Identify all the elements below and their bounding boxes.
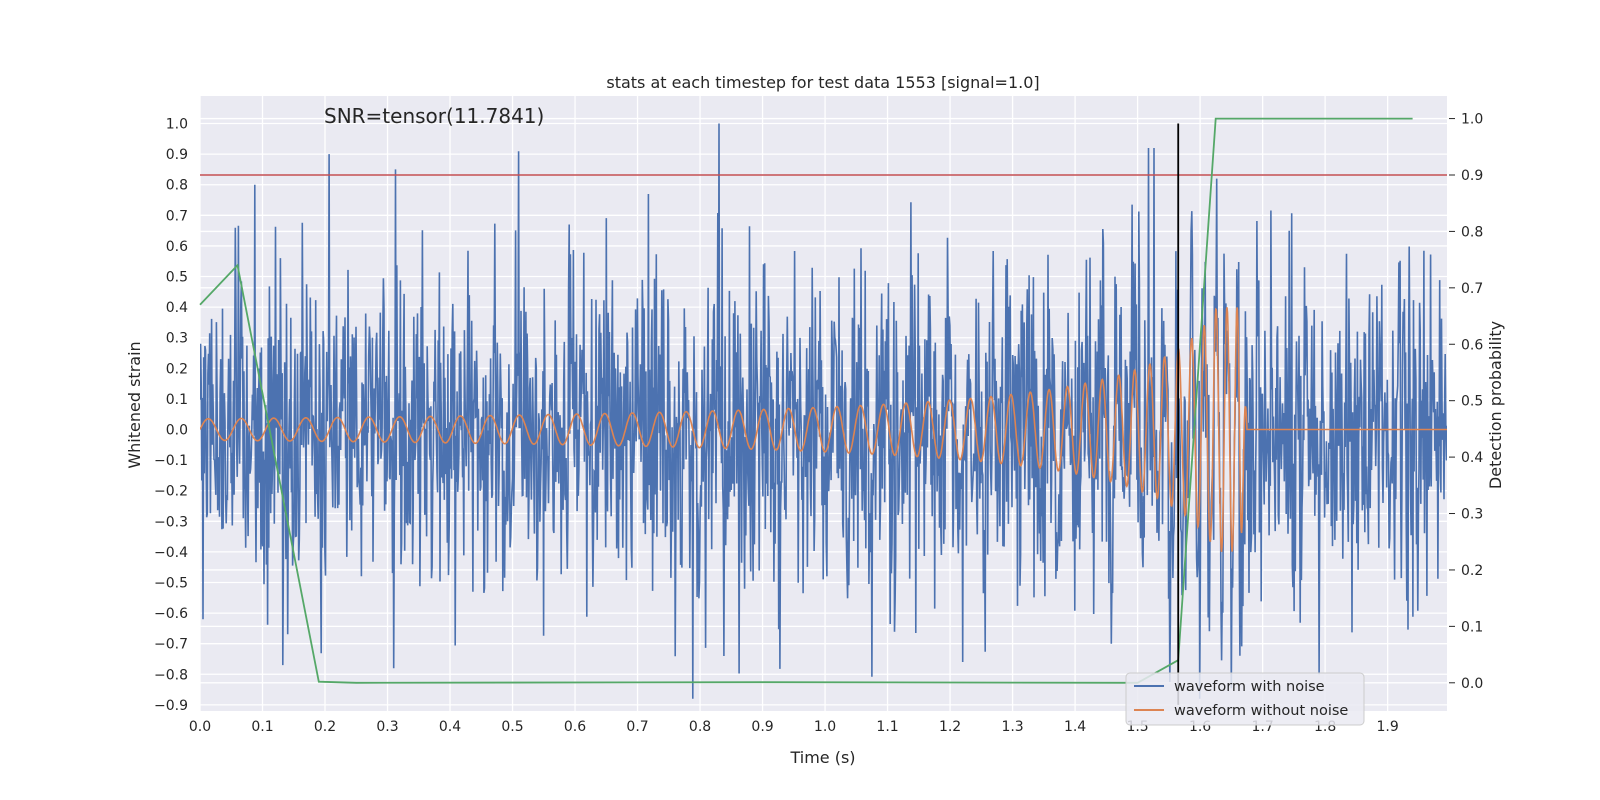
y-tick-label: 0.1: [166, 392, 188, 408]
y-tick-label: 1.0: [166, 117, 188, 133]
y-tick-label: −0.1: [154, 453, 188, 469]
x-tick-label: 0.1: [251, 719, 273, 735]
y-tick-label: 0.4: [166, 300, 188, 316]
y2-tick-label: 0.3: [1461, 507, 1483, 523]
x-tick-label: 1.1: [876, 719, 898, 735]
y-tick-label: 0.0: [166, 423, 188, 439]
y2-tick-label: 1.0: [1461, 112, 1483, 128]
y-tick-label: 0.7: [166, 208, 188, 224]
x-axis-label: Time (s): [789, 748, 855, 767]
x-tick-label: 0.7: [626, 719, 648, 735]
y2-tick-label: 0.0: [1461, 676, 1483, 692]
y-tick-label: −0.2: [154, 484, 188, 500]
y2-axis-ticks: 1.0 0.9 0.8 0.7 0.6 0.5 0.4 0.3 0.2 0.1 0.0: [1449, 112, 1483, 692]
legend: waveform with noise waveform without noi…: [1125, 672, 1365, 726]
x-tick-label: 0.5: [501, 719, 523, 735]
y2-axis-label: Detection probability: [1486, 321, 1505, 489]
series-layer: [199, 117, 1447, 705]
y-tick-label: −0.8: [154, 667, 188, 683]
x-tick-label: 0.2: [314, 719, 336, 735]
x-tick-label: 1.9: [1376, 719, 1398, 735]
y-tick-label: −0.7: [154, 637, 188, 653]
x-tick-label: 0.0: [189, 719, 211, 735]
legend-box: [1125, 672, 1365, 726]
y2-tick-label: 0.4: [1461, 450, 1483, 466]
y2-tick-label: 0.8: [1461, 224, 1483, 240]
x-tick-label: 0.8: [689, 719, 711, 735]
y2-tick-label: 0.9: [1461, 168, 1483, 184]
y2-tick-label: 0.5: [1461, 394, 1483, 410]
y-tick-label: −0.3: [154, 514, 188, 530]
y-tick-label: 0.6: [166, 239, 188, 255]
y-tick-label: 0.5: [166, 270, 188, 286]
x-tick-label: 0.4: [439, 719, 461, 735]
y-tick-label: 0.3: [166, 331, 188, 347]
x-tick-label: 0.9: [751, 719, 773, 735]
x-tick-label: 0.6: [564, 719, 586, 735]
series-detection-probability: [199, 117, 1413, 684]
y-tick-label: −0.6: [154, 606, 188, 622]
legend-label-clean: waveform without noise: [1174, 703, 1348, 719]
x-tick-label: 1.2: [939, 719, 961, 735]
y2-tick-label: 0.6: [1461, 337, 1483, 353]
y2-tick-label: 0.7: [1461, 281, 1483, 297]
y-tick-label: 0.2: [166, 361, 188, 377]
x-tick-label: 1.0: [814, 719, 836, 735]
legend-label-noise: waveform with noise: [1174, 679, 1325, 695]
y2-tick-label: 0.1: [1461, 619, 1483, 635]
y-tick-label: 0.9: [166, 147, 188, 163]
y-tick-label: −0.5: [154, 575, 188, 591]
snr-annotation: SNR=tensor(11.7841): [324, 104, 544, 128]
y-tick-label: −0.9: [154, 698, 188, 714]
series-waveform-with-noise: [200, 123, 1447, 699]
y-tick-label: −0.4: [154, 545, 188, 561]
y-axis-ticks: 1.0 0.9 0.8 0.7 0.6 0.5 0.4 0.3 0.2 0.1 0.0 −0.1 −0.…: [154, 117, 188, 714]
series-waveform-without-noise: [200, 307, 1447, 552]
y2-tick-label: 0.2: [1461, 563, 1483, 579]
x-tick-label: 0.3: [376, 719, 398, 735]
chart-title: stats at each timestep for test data 155…: [606, 73, 1039, 92]
x-tick-label: 1.4: [1064, 719, 1086, 735]
x-tick-label: 1.3: [1001, 719, 1023, 735]
y-tick-label: 0.8: [166, 178, 188, 194]
y-axis-label: Whitened strain: [125, 341, 144, 468]
